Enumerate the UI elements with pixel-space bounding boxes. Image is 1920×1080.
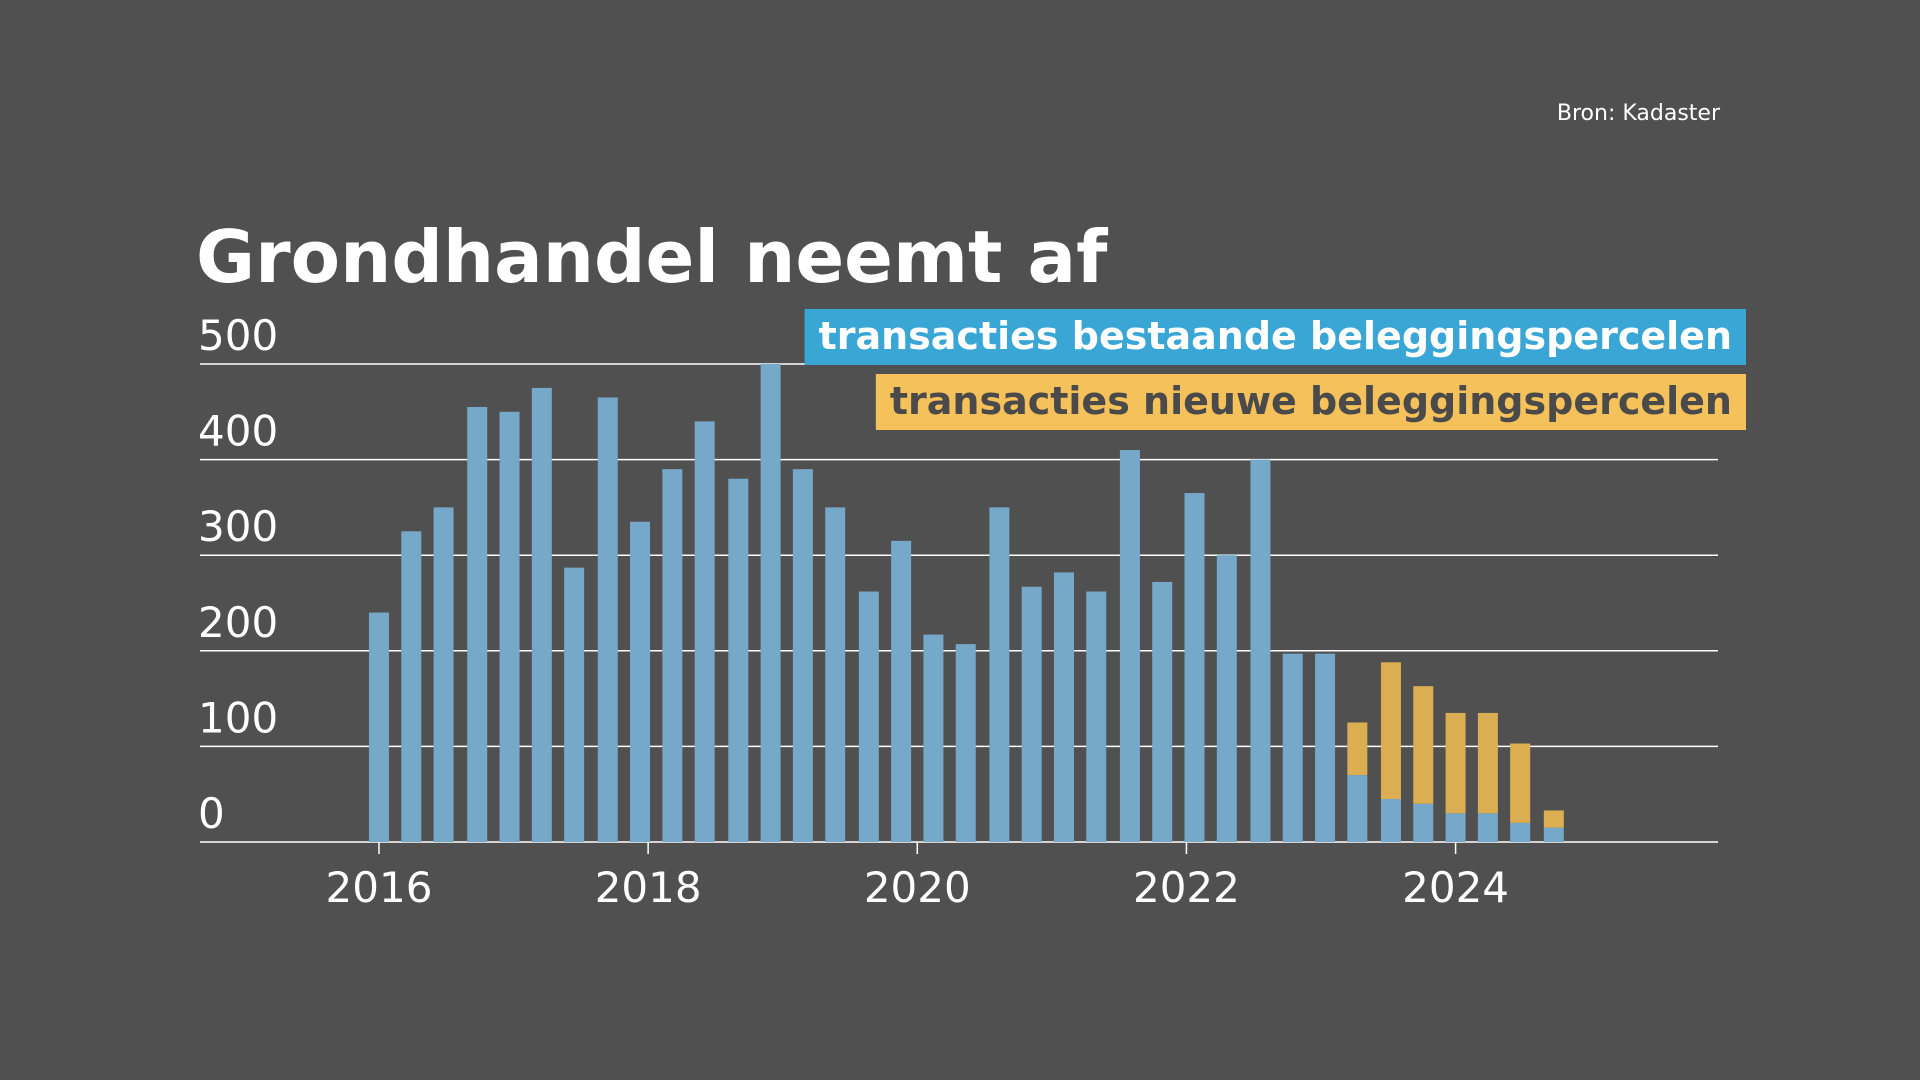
bar [1021,586,1042,842]
legend-item: transacties nieuwe beleggingspercelen [875,374,1746,430]
bar [401,531,422,842]
bar [728,478,749,842]
bar [499,411,520,842]
bar [1347,722,1368,776]
bar [1053,572,1074,842]
bar [1315,653,1336,842]
bar [531,387,552,842]
y-tick-label: 100 [198,693,278,742]
bar [1250,459,1271,842]
bar [694,421,715,842]
bar [1510,743,1531,823]
bar [1445,712,1466,814]
y-tick-label: 400 [198,407,278,456]
bar [467,407,488,842]
legend-label: transacties nieuwe beleggingspercelen [890,379,1732,423]
bar [1184,493,1205,842]
bar [1380,798,1401,842]
bar [1152,581,1173,842]
bar [1510,822,1531,842]
bar [792,469,813,842]
y-tick-label: 500 [198,311,278,360]
bar [1413,686,1434,804]
chart-title: Grondhandel neemt af [196,215,1108,299]
bar [989,507,1010,842]
bar [1413,803,1434,842]
bar [858,591,879,842]
bar [1086,591,1107,842]
bar [1216,555,1237,842]
x-tick-label: 2016 [326,863,433,912]
y-tick-label: 300 [198,502,278,551]
bar [662,469,683,842]
bar [1477,813,1498,842]
bar [433,507,454,842]
legend-swatch [875,374,1746,430]
legend-item: transacties bestaande beleggingspercelen [804,309,1746,365]
bar [1445,813,1466,842]
bar [597,397,618,842]
x-tick-label: 2022 [1133,863,1240,912]
y-tick-label: 0 [198,789,225,838]
bar [1380,662,1401,799]
bar [955,644,976,842]
bar [1119,450,1140,842]
bar [923,634,944,842]
bar [1477,712,1498,814]
bar [891,540,912,842]
x-tick-label: 2018 [595,863,702,912]
bar [1282,653,1303,842]
source: Bron: Kadaster [1557,101,1721,126]
bar [825,507,846,842]
bar [760,364,781,842]
legend-label: transacties bestaande beleggingspercelen [819,314,1732,358]
legend-swatch [804,309,1746,365]
bar [1543,810,1564,828]
bar [564,567,585,842]
x-tick-label: 2024 [1402,863,1509,912]
bar [368,612,389,842]
y-tick-label: 200 [198,598,278,647]
bar [1347,775,1368,842]
bar [630,521,651,842]
bar [1543,827,1564,842]
x-tick-label: 2020 [864,863,971,912]
